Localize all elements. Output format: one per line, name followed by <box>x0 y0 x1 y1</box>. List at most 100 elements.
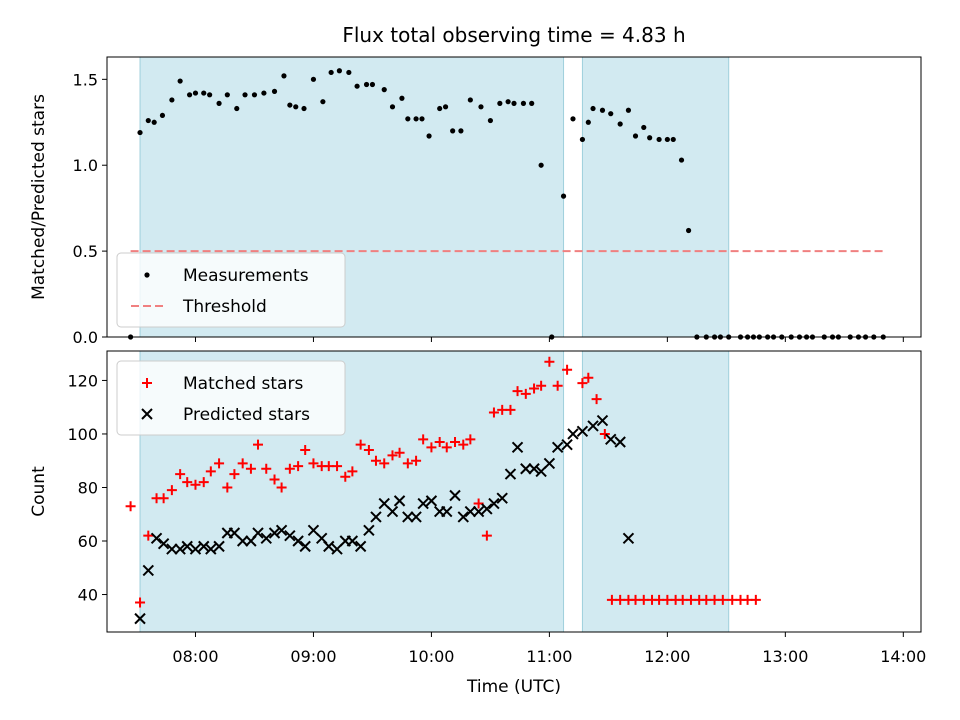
measurement-point <box>287 102 293 108</box>
measurement-point <box>336 68 343 74</box>
measurement-point <box>511 100 517 106</box>
matched-point <box>458 439 469 450</box>
measurement-point <box>419 116 425 122</box>
matched-point <box>135 597 146 608</box>
measurement-point <box>632 133 639 139</box>
measurement-point <box>145 117 151 124</box>
measurement-point <box>599 107 606 113</box>
predicted-point <box>543 457 556 470</box>
matched-point <box>418 434 429 445</box>
measurement-point <box>242 92 248 98</box>
matched-point <box>402 458 413 469</box>
measurement-point <box>497 100 503 106</box>
measurement-point <box>346 69 352 76</box>
matched-point <box>577 378 588 389</box>
measurement-point <box>538 162 544 168</box>
shaded-interval <box>581 350 730 633</box>
matched-point <box>426 442 437 453</box>
legend-marker <box>141 408 153 420</box>
matched-point <box>340 471 351 482</box>
predicted-point <box>213 540 225 553</box>
matched-point <box>505 404 516 415</box>
measurement-point <box>192 90 199 96</box>
predicted-point <box>252 527 264 539</box>
predicted-point <box>205 543 217 555</box>
measurement-point <box>224 92 230 98</box>
measurement-point <box>487 117 494 124</box>
measurement-point <box>505 99 511 105</box>
measurement-point <box>301 105 307 112</box>
measurement-point <box>437 105 443 112</box>
matched-point <box>300 445 311 456</box>
y-tick-label: 80 <box>78 478 98 497</box>
x-axis-label: Time (UTC) <box>466 677 561 697</box>
y-axis-label: Matched/Predicted stars <box>29 94 49 300</box>
predicted-point <box>472 505 485 518</box>
legend-box <box>116 360 346 436</box>
predicted-point <box>425 495 438 507</box>
predicted-point <box>457 511 469 523</box>
predicted-point <box>551 441 564 454</box>
predicted-point <box>576 425 589 437</box>
measurement-point <box>201 90 207 96</box>
measurement-point <box>442 104 449 110</box>
measurement-point <box>207 92 213 98</box>
measurement-point <box>310 76 317 82</box>
measurement-point <box>381 87 387 93</box>
y-tick-label: 60 <box>78 532 98 551</box>
matched-point <box>473 498 484 509</box>
measurement-point <box>560 193 567 199</box>
predicted-point <box>402 511 414 523</box>
y-tick-label: 0.5 <box>73 242 98 261</box>
measurement-point <box>656 136 662 143</box>
matched-point <box>332 461 343 472</box>
matched-point <box>450 436 461 447</box>
predicted-point <box>587 420 599 432</box>
predicted-point <box>323 540 335 553</box>
measurement-point <box>216 100 222 106</box>
measurement-point <box>369 81 376 88</box>
matched-point <box>284 463 295 474</box>
predicted-point <box>488 497 500 510</box>
matched-point <box>750 594 761 605</box>
predicted-point <box>134 612 146 625</box>
y-tick-label: 100 <box>67 425 98 444</box>
measurement-point <box>478 104 484 110</box>
shaded-interval <box>581 56 730 338</box>
matched-point <box>182 477 193 488</box>
predicted-point <box>363 524 375 537</box>
matched-point <box>544 356 555 367</box>
predicted-point <box>354 540 367 553</box>
predicted-point <box>386 505 399 518</box>
matched-point <box>591 394 602 405</box>
predicted-point <box>346 535 359 547</box>
x-tick-label: 08:00 <box>172 647 218 666</box>
measurement-point <box>169 97 175 103</box>
measurement-point <box>529 100 535 106</box>
predicted-point <box>449 489 461 502</box>
legend-label: Measurements <box>183 266 309 286</box>
x-tick-label: 11:00 <box>526 647 572 666</box>
measurement-point <box>685 227 692 234</box>
legend-label: Matched stars <box>183 374 303 394</box>
measurement-point <box>579 136 586 143</box>
matched-point <box>125 501 136 512</box>
predicted-point <box>614 436 626 448</box>
measurement-point <box>413 116 419 122</box>
predicted-point <box>189 543 202 555</box>
x-tick-label: 13:00 <box>762 647 808 666</box>
measurement-point <box>293 104 299 110</box>
measurement-point <box>234 105 240 112</box>
measurement-point <box>177 78 183 84</box>
matched-point <box>158 493 169 504</box>
predicted-point <box>268 527 281 539</box>
matched-point <box>441 442 452 453</box>
predicted-point <box>622 532 635 545</box>
predicted-point <box>174 543 186 555</box>
measurement-point <box>608 111 614 117</box>
matched-point <box>411 455 422 466</box>
predicted-point <box>520 463 532 475</box>
x-tick-label: 12:00 <box>644 647 690 666</box>
matched-point <box>552 380 563 391</box>
measurement-point <box>151 119 157 125</box>
